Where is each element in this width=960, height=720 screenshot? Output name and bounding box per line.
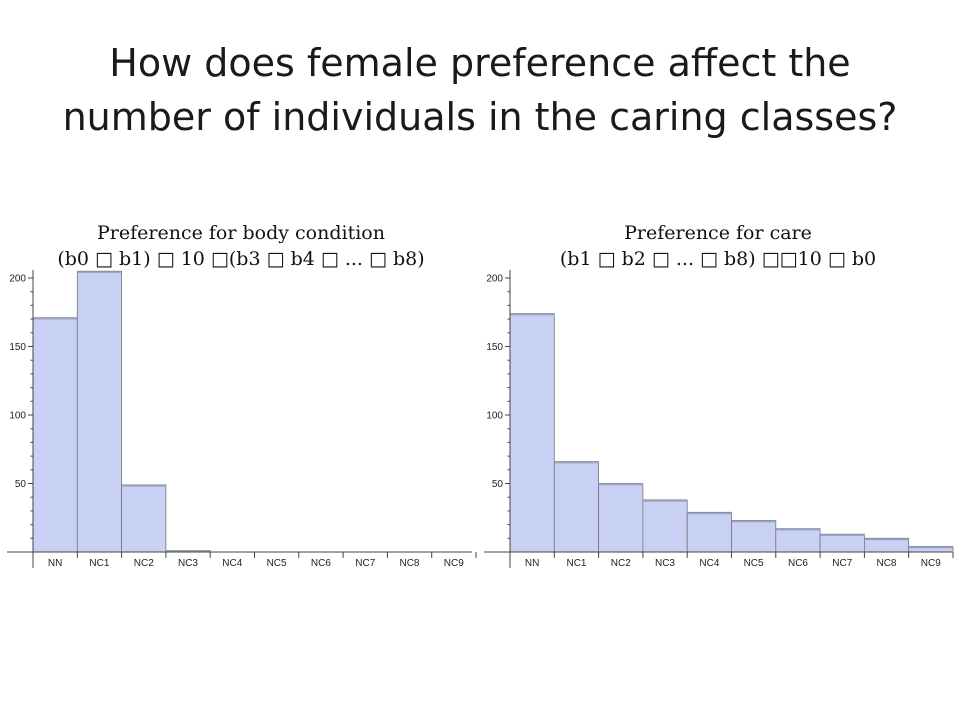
bar-nc2 [598, 483, 644, 553]
x-tick-label: NC9 [921, 558, 941, 569]
x-tick-label: NC5 [267, 558, 287, 569]
x-tick-label: NN [525, 558, 539, 569]
chart-title: Preference for care [624, 222, 812, 244]
chart-subtitle: (b1 □ b2 □ ... □ b8) □□10 □ b0 [560, 248, 876, 270]
x-tick-label: NN [48, 558, 62, 569]
bar-nc1 [553, 461, 599, 553]
x-tick-label: NC3 [178, 558, 198, 569]
slide-title: How does female preference affect the nu… [0, 36, 960, 144]
x-tick-label: NC8 [399, 558, 419, 569]
x-tick-label: NC6 [788, 558, 808, 569]
x-tick-label: NC1 [89, 558, 109, 569]
x-tick-label: NC7 [355, 558, 375, 569]
bar-nn [509, 313, 555, 553]
x-tick-label: NC2 [134, 558, 154, 569]
chart-care: Preference for care (b1 □ b2 □ ... □ b8)… [484, 222, 954, 569]
chart-subtitle: (b0 □ b1) □ 10 □(b3 □ b4 □ ... □ b8) [57, 248, 424, 270]
x-tick-label: NC1 [566, 558, 586, 569]
x-tick-label: NC3 [655, 558, 675, 569]
y-tick-label: 100 [9, 411, 26, 422]
y-tick-label: 100 [486, 411, 503, 422]
slide-title-line-1: How does female preference affect the [109, 41, 851, 85]
x-tick-label: NC8 [876, 558, 896, 569]
y-tick-label: 150 [9, 342, 26, 353]
chart-title: Preference for body condition [97, 222, 385, 244]
y-tick-label: 200 [9, 274, 26, 285]
x-tick-label: NC6 [311, 558, 331, 569]
bar-nc7 [819, 533, 865, 553]
x-tick-label: NC7 [832, 558, 852, 569]
x-tick-label: NC9 [444, 558, 464, 569]
bar-nc4 [686, 511, 732, 553]
chart-body-condition: Preference for body condition (b0 □ b1) … [7, 222, 477, 569]
x-tick-label: NC2 [611, 558, 631, 569]
bar-nc6 [775, 528, 821, 553]
x-tick-label: NC4 [699, 558, 719, 569]
x-tick-label: NC5 [744, 558, 764, 569]
bar-nc5 [731, 520, 777, 553]
bar-nc8 [864, 537, 910, 553]
bar-nc1 [76, 270, 123, 553]
bar-nn [32, 317, 78, 553]
y-tick-label: 50 [15, 479, 27, 490]
slide-title-line-2: number of individuals in the caring clas… [62, 95, 898, 139]
y-tick-label: 150 [486, 342, 503, 353]
bar-nc2 [121, 484, 167, 553]
x-tick-label: NC4 [222, 558, 242, 569]
y-tick-label: 50 [492, 479, 504, 490]
bar-nc3 [642, 499, 688, 553]
y-tick-label: 200 [486, 274, 503, 285]
